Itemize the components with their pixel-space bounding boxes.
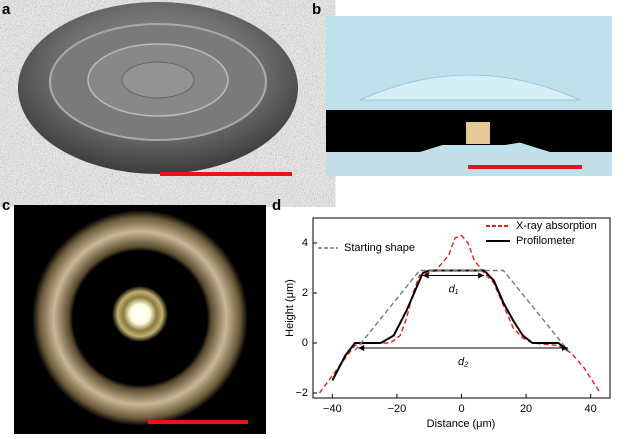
series-label: Starting shape [344,242,415,254]
y-tick-label: −2 [295,387,308,399]
x-tick-label: 20 [520,403,532,415]
series-line [318,234,601,394]
y-tick-label: 0 [302,337,308,349]
panel-c-image [14,205,266,434]
y-tick-label: 4 [302,237,308,249]
x-axis-label: Distance (μm) [427,418,496,430]
series-line [354,269,569,351]
x-tick-label: −40 [323,403,342,415]
panel-label: b [312,1,321,18]
y-tick-label: 2 [302,287,308,299]
panel-label: d [272,197,281,214]
x-tick-label: 0 [458,403,464,415]
x-tick-label: 40 [585,403,597,415]
x-tick-label: −20 [388,403,407,415]
legend-label: Profilometer [516,235,576,247]
annotation-label: d₂ [458,356,469,368]
panel-b-image [326,16,612,176]
panel-label: a [2,1,11,18]
panel-a-image [14,2,306,188]
y-axis-label: Height (μm) [284,279,296,337]
annotation-label: d₁ [449,283,459,295]
panel-label: c [2,197,10,214]
legend-label: X-ray absorption [516,220,597,232]
